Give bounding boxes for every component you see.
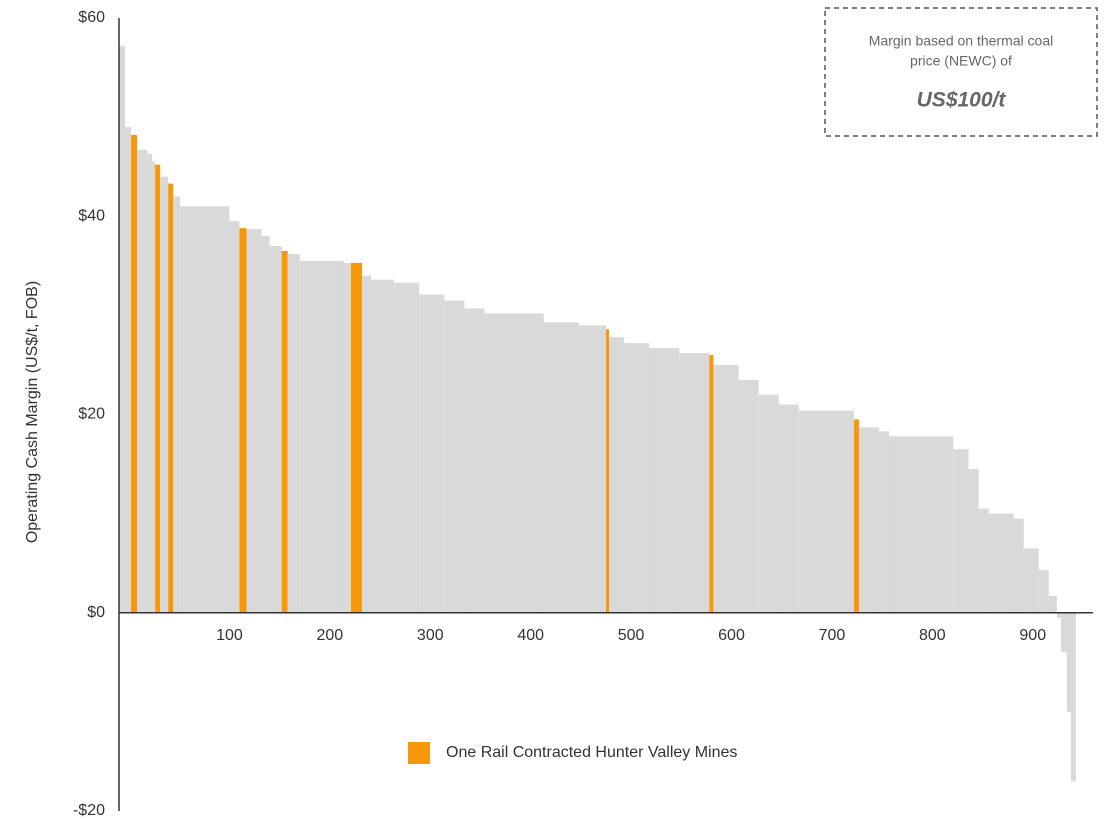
bar	[160, 176, 169, 613]
bar	[1038, 570, 1049, 613]
bar	[173, 196, 181, 613]
bar	[444, 300, 465, 613]
legend-label: One Rail Contracted Hunter Valley Mines	[446, 744, 737, 761]
x-tick-label: 700	[819, 627, 846, 644]
annotation-line: price (NEWC) of	[910, 53, 1012, 69]
bar	[1060, 612, 1067, 653]
bar	[239, 228, 247, 613]
bar	[484, 313, 544, 613]
bar	[988, 513, 1014, 613]
bar	[287, 253, 300, 613]
bar	[361, 275, 372, 613]
annotation-price: US$100/t	[917, 89, 1007, 112]
bar	[261, 236, 270, 613]
bar	[394, 282, 420, 613]
bar	[758, 394, 779, 613]
bar	[152, 161, 156, 613]
bar	[1056, 612, 1061, 618]
y-tick-label: -$20	[73, 802, 105, 819]
bar	[180, 206, 230, 613]
annotation-box	[824, 7, 1098, 137]
bar	[299, 260, 344, 613]
bar	[978, 508, 989, 613]
x-tick-label: 400	[517, 627, 544, 644]
y-tick-label: $60	[78, 9, 105, 26]
bar	[778, 404, 799, 613]
legend-swatch	[408, 742, 430, 764]
bar	[606, 329, 610, 613]
bar	[281, 250, 288, 613]
bar	[229, 221, 240, 613]
bar	[269, 245, 282, 613]
bar	[624, 343, 650, 613]
y-tick-label: $40	[78, 207, 105, 224]
bar	[738, 379, 759, 613]
bar	[155, 164, 161, 613]
bar	[889, 436, 954, 613]
bar	[968, 469, 979, 613]
bar	[419, 294, 445, 613]
bar	[1013, 518, 1024, 613]
bar	[343, 262, 351, 613]
bar	[1070, 612, 1076, 782]
bar	[543, 322, 579, 613]
bar	[125, 127, 132, 613]
bar	[131, 134, 138, 613]
bar	[713, 364, 739, 613]
annotation-line: Margin based on thermal coal	[869, 33, 1053, 49]
bar	[679, 353, 710, 613]
x-tick-label: 600	[718, 627, 745, 644]
bar	[1066, 612, 1071, 712]
bar	[879, 431, 890, 613]
bar	[854, 419, 860, 613]
bar	[246, 229, 262, 613]
y-tick-label: $0	[87, 604, 105, 621]
y-tick-label: $20	[78, 406, 105, 423]
bar	[1048, 595, 1057, 613]
x-tick-label: 200	[317, 627, 344, 644]
bar	[609, 337, 625, 613]
x-tick-label: 100	[216, 627, 243, 644]
x-tick-label: 300	[417, 627, 444, 644]
bar	[137, 149, 148, 613]
x-tick-label: 500	[618, 627, 645, 644]
bar	[649, 348, 680, 613]
bar	[168, 183, 174, 613]
bar	[798, 410, 855, 613]
bar	[464, 308, 485, 613]
bar	[1023, 548, 1039, 613]
bar	[147, 153, 153, 613]
bar	[859, 427, 880, 613]
bar	[371, 279, 395, 613]
bar	[350, 262, 362, 613]
x-tick-label: 900	[1019, 627, 1046, 644]
bar	[953, 449, 969, 613]
y-axis-title: Operating Cash Margin (US$/t, FOB)	[24, 281, 41, 543]
x-tick-label: 800	[919, 627, 946, 644]
bar	[119, 45, 126, 613]
bar	[578, 325, 606, 613]
bar	[709, 355, 714, 613]
